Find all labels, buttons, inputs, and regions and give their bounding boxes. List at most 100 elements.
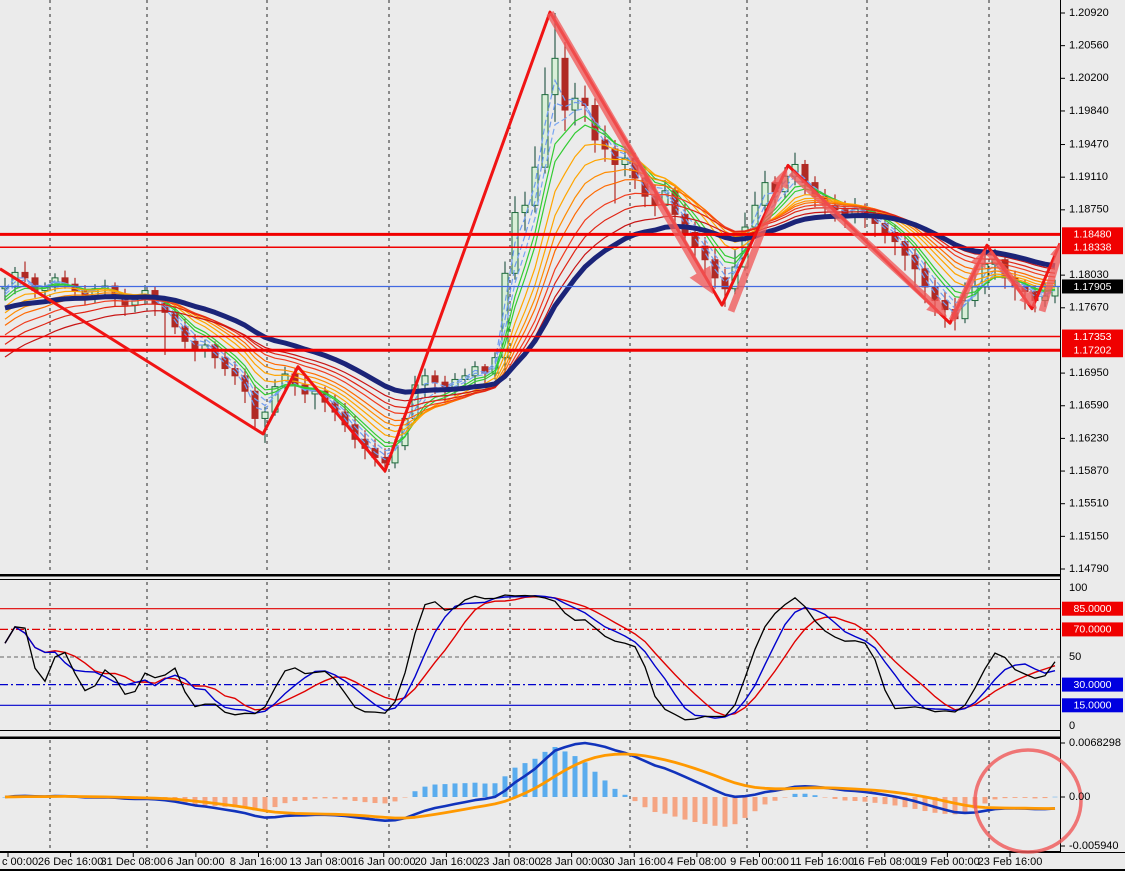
macd-histogram-bar [452, 783, 458, 797]
oscillator-level-label-box[interactable] [1062, 622, 1123, 637]
time-label: 31 Dec 08:00 [101, 856, 166, 868]
oscillator-level-label-box[interactable] [1062, 677, 1123, 692]
trend-arrow-head[interactable] [689, 265, 713, 295]
macd-histogram-bar [912, 797, 918, 809]
price-tick-label: 1.15870 [1069, 465, 1109, 477]
trend-arrow-shaft[interactable] [727, 182, 784, 313]
oscillator-tick-label: 100 [1069, 582, 1087, 594]
time-label: 20 Jan 16:00 [415, 856, 479, 868]
candle-body [681, 213, 689, 234]
macd-histogram-bar [502, 776, 508, 797]
oscillator-level-label-box[interactable] [1062, 698, 1123, 713]
price-level-label-box[interactable] [1062, 343, 1123, 358]
macd-histogram-bar [392, 797, 398, 802]
time-label: 8 Jan 16:00 [230, 856, 288, 868]
price-level-label: 1.18480 [1074, 229, 1112, 241]
macd-histogram-bar [702, 797, 708, 824]
macd-histogram-bar [422, 786, 428, 797]
macd-histogram-bar [612, 788, 618, 797]
macd-histogram-bar [462, 783, 468, 797]
time-label: 9 Feb 00:00 [730, 856, 789, 868]
macd-histogram-bar [212, 797, 218, 807]
macd-panel[interactable] [2, 741, 1083, 854]
price-tick-label: 1.18750 [1069, 204, 1109, 216]
stochastic-panel[interactable] [0, 594, 1060, 721]
macd-histogram-bar [332, 797, 338, 799]
trend-arrow-shaft[interactable] [1038, 254, 1060, 313]
macd-histogram-bar [642, 797, 648, 808]
price-level-label: 1.17905 [1074, 281, 1112, 293]
price-level-label-box[interactable] [1062, 279, 1123, 294]
trend-arrow-head[interactable] [1050, 240, 1065, 260]
macd-histogram-bar [622, 794, 628, 797]
macd-histogram-bar [832, 797, 838, 799]
trend-arrow-head[interactable] [1019, 289, 1037, 309]
time-label: 13 Jan 08:00 [289, 856, 353, 868]
macd-histogram-bar [542, 751, 548, 797]
macd-histogram-bar [1032, 797, 1038, 799]
macd-histogram-bar [2, 797, 8, 798]
macd-histogram-bar [242, 797, 248, 809]
candle-body [431, 375, 439, 383]
ema-line [4, 78, 1056, 461]
trend-arrow-shaft[interactable] [788, 170, 937, 308]
macd-histogram-bar [382, 797, 388, 804]
macd-signal-line [4, 752, 1055, 820]
macd-tick-label: 0.0068298 [1069, 737, 1121, 749]
trend-arrow-head[interactable] [771, 167, 789, 190]
price-level-label: 1.17202 [1074, 345, 1112, 357]
macd-histogram-bar [862, 797, 868, 802]
oscillator-level-label: 85.0000 [1074, 603, 1112, 615]
macd-histogram-bar [1022, 797, 1028, 798]
trend-arrow-shaft[interactable] [986, 250, 1030, 299]
macd-histogram-bar [872, 797, 878, 803]
trend-arrows[interactable] [546, 10, 1066, 322]
price-level-label-box[interactable] [1062, 227, 1123, 242]
macd-histogram-bar [272, 797, 278, 808]
price-tick-label: 1.19840 [1069, 105, 1109, 117]
main-panel[interactable] [0, 10, 1066, 473]
macd-histogram-bar [412, 791, 418, 797]
price-tick-label: 1.20200 [1069, 72, 1109, 84]
price-tick-label: 1.16950 [1069, 367, 1109, 379]
candle-body [701, 245, 709, 261]
macd-histogram-bar [802, 793, 808, 797]
price-tick-label: 1.15510 [1069, 498, 1109, 510]
trend-arrow-shaft[interactable] [546, 10, 705, 276]
price-level-label-box[interactable] [1062, 329, 1123, 344]
price-level-label-box[interactable] [1062, 240, 1123, 255]
macd-histogram-bar [592, 771, 598, 797]
macd-histogram-bar [672, 797, 678, 817]
price-tick-label: 1.20920 [1069, 7, 1109, 19]
macd-histogram-bar [742, 797, 748, 818]
time-label: 16 Jan 00:00 [352, 856, 416, 868]
trend-arrow-head[interactable] [926, 296, 947, 317]
macd-histogram-bar [632, 797, 638, 802]
macd-histogram-bar [492, 783, 498, 797]
oscillator-level-label-box[interactable] [1062, 601, 1123, 616]
macd-histogram-bar [682, 797, 688, 820]
navy-ma-line [4, 213, 1056, 395]
price-tick-label: 1.20560 [1069, 40, 1109, 52]
macd-histogram-bar [532, 758, 538, 797]
candle-body [541, 94, 549, 168]
macd-histogram-bar [572, 756, 578, 797]
candle-body [941, 300, 949, 311]
annotation-circle[interactable] [973, 748, 1083, 854]
macd-histogram-bar [752, 797, 758, 812]
trend-arrow-head[interactable] [971, 248, 986, 269]
candle-body [571, 97, 579, 111]
candle-body [421, 375, 429, 386]
time-label: 23 Jan 08:00 [477, 856, 541, 868]
macd-histogram-bar [472, 782, 478, 797]
chart-area-background[interactable] [0, 0, 1060, 852]
macd-histogram-bar [842, 797, 848, 801]
macd-histogram-bar [782, 797, 788, 798]
trend-arrow-shaft[interactable] [948, 261, 983, 322]
macd-histogram-bar [232, 797, 238, 808]
time-label: 11 Feb 16:00 [790, 856, 854, 868]
price-tick-label: 1.18030 [1069, 269, 1109, 281]
